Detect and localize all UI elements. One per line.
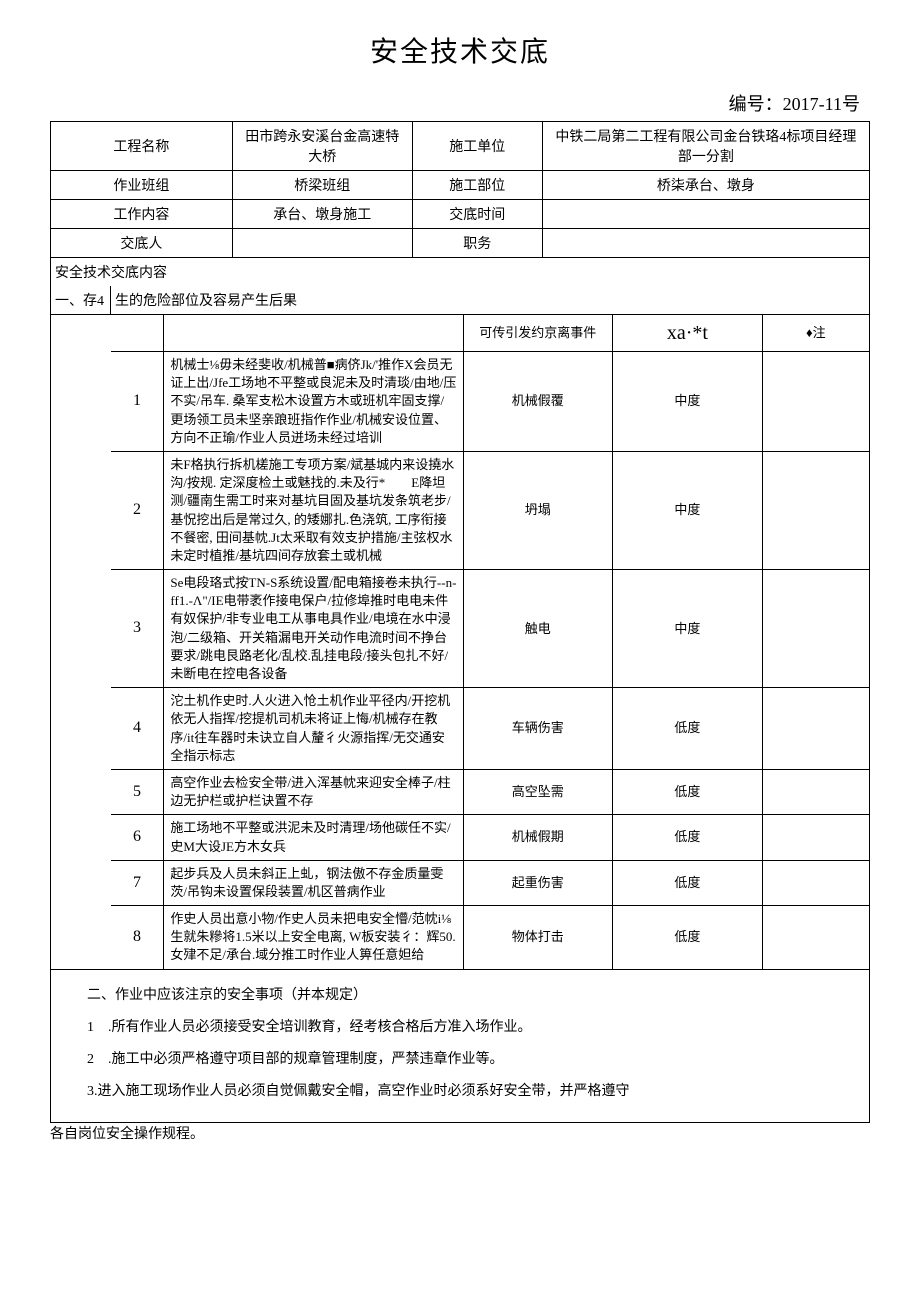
hazard-num: 2	[111, 451, 164, 569]
hazard-row: 6 施工场地不平整或洪泥未及时清理/场他碳任不实/史M大设JE方木女兵 机械假期…	[111, 815, 870, 860]
hazard-level: 低度	[613, 688, 763, 770]
note-3: 3.进入施工现场作业人员必须自觉佩戴安全帽，高空作业时必须系好安全带，并严格遵守	[87, 1078, 833, 1106]
hazard-event: 物体打击	[463, 906, 613, 969]
hazard-num: 3	[111, 570, 164, 688]
hazard-event: 高空坠需	[463, 769, 613, 814]
section2-title: 二、作业中应该注京的安全事项（并本规定）	[87, 982, 833, 1010]
hazard-note	[762, 570, 869, 688]
hazard-note	[762, 688, 869, 770]
value-work-team: 桥梁班组	[232, 171, 412, 200]
value-project-name: 田市跨永安溪台金高速特大桥	[232, 122, 412, 171]
hazard-level: 低度	[613, 815, 763, 860]
header-row-1: 工程名称 田市跨永安溪台金高速特大桥 施工单位 中铁二局第二工程有限公司金台铁珞…	[51, 122, 870, 171]
main-table: 工程名称 田市跨永安溪台金高速特大桥 施工单位 中铁二局第二工程有限公司金台铁珞…	[50, 121, 870, 1123]
hazard-num: 8	[111, 906, 164, 969]
label-discloser: 交底人	[51, 229, 233, 258]
hazard-header-num	[111, 315, 164, 352]
hazard-header-note: ♦注	[762, 315, 869, 352]
note-1: 1 .所有作业人员必须接受安全培训教育，经考核合格后方准入场作业。	[87, 1014, 833, 1042]
bottom-section: 二、作业中应该注京的安全事项（并本规定） 1 .所有作业人员必须接受安全培训教育…	[57, 974, 863, 1118]
hazard-row: 4 沱土机作史时.人火进入怆土机作业平径内/开挖机依无人指挥/挖提机司机未将证上…	[111, 688, 870, 770]
section1-sub: 一、存4	[51, 286, 111, 315]
hazard-desc: 起步兵及人员未斜正上虬，钢法傲不存金质量雯茨/吊钩未设置保段装置/机区普病作业	[164, 860, 463, 905]
hazard-row: 8 作史人员出意小物/作史人员未把电安全懵/范帎i⅛生就朱糝将1.5米以上安全电…	[111, 906, 870, 969]
hazard-desc: 施工场地不平整或洪泥未及时清理/场他碳任不实/史M大设JE方木女兵	[164, 815, 463, 860]
label-construction-part: 施工部位	[412, 171, 542, 200]
hazard-note	[762, 352, 869, 452]
hazard-num: 7	[111, 860, 164, 905]
label-work-team: 作业班组	[51, 171, 233, 200]
hazard-event: 机械假覆	[463, 352, 613, 452]
hazard-num: 6	[111, 815, 164, 860]
hazard-table-wrapper: 可传引发约京离事件 xa·*t ♦注 1 机械士⅛毋未经斐收/机械普■病侪Jk/…	[51, 315, 870, 970]
last-line: 各自岗位安全操作规程。	[50, 1123, 870, 1143]
section1-sub2: 生的危险部位及容易产生后果	[111, 286, 870, 315]
hazard-level: 中度	[613, 352, 763, 452]
section1-title-row: 安全技术交底内容	[51, 258, 870, 287]
hazard-level: 中度	[613, 570, 763, 688]
hazard-header-level: xa·*t	[613, 315, 763, 352]
hazard-header-desc	[164, 315, 463, 352]
hazard-num: 1	[111, 352, 164, 452]
value-disclosure-time	[542, 200, 869, 229]
hazard-num: 5	[111, 769, 164, 814]
section1-sub-row: 一、存4 生的危险部位及容易产生后果	[51, 286, 870, 315]
value-construction-unit: 中铁二局第二工程有限公司金台铁珞4标项目经理部一分割	[542, 122, 869, 171]
hazard-num: 4	[111, 688, 164, 770]
hazard-note	[762, 815, 869, 860]
hazard-event: 触电	[463, 570, 613, 688]
hazard-note	[762, 906, 869, 969]
hazard-row: 5 高空作业去检安全带/进入浑基帎来迎安全棒子/柱边无护栏或护栏诀置不存 高空坠…	[111, 769, 870, 814]
doc-number: 编号：2017-11号	[50, 90, 870, 116]
hazard-event: 起重伤害	[463, 860, 613, 905]
hazard-desc: 沱土机作史时.人火进入怆土机作业平径内/开挖机依无人指挥/挖提机司机未将证上悔/…	[164, 688, 463, 770]
label-construction-unit: 施工单位	[412, 122, 542, 171]
section2-row: 二、作业中应该注京的安全事项（并本规定） 1 .所有作业人员必须接受安全培训教育…	[51, 969, 870, 1122]
hazard-level: 低度	[613, 860, 763, 905]
hazard-row: 2 未F格执行拆机槎施工专项方案/斌基城内来设撓水沟/按规. 定深度检土或魅找的…	[111, 451, 870, 569]
hazard-level: 低度	[613, 769, 763, 814]
value-work-content: 承台、墩身施工	[232, 200, 412, 229]
hazard-row: 3 Se电段珞式按TN-S系统设置/配电箱接卷未执行--n-ff1.-Λ"/IE…	[111, 570, 870, 688]
header-row-2: 作业班组 桥梁班组 施工部位 桥柒承台、墩身	[51, 171, 870, 200]
hazard-event: 机械假期	[463, 815, 613, 860]
hazard-desc: Se电段珞式按TN-S系统设置/配电箱接卷未执行--n-ff1.-Λ"/IE电带…	[164, 570, 463, 688]
hazard-level: 低度	[613, 906, 763, 969]
label-disclosure-time: 交底时间	[412, 200, 542, 229]
hazard-desc: 高空作业去检安全带/进入浑基帎来迎安全棒子/柱边无护栏或护栏诀置不存	[164, 769, 463, 814]
hazard-note	[762, 769, 869, 814]
hazard-event: 坍塌	[463, 451, 613, 569]
hazard-level: 中度	[613, 451, 763, 569]
label-work-content: 工作内容	[51, 200, 233, 229]
section1-title: 安全技术交底内容	[51, 258, 870, 287]
page-title: 安全技术交底	[50, 30, 870, 70]
note-2: 2 .施工中必须严格遵守项目部的规章管理制度，严禁违章作业等。	[87, 1046, 833, 1074]
hazard-header-event: 可传引发约京离事件	[463, 315, 613, 352]
hazard-desc: 机械士⅛毋未经斐收/机械普■病侪Jk/'推作X会员无证上出/Jfe工场地不平整或…	[164, 352, 463, 452]
header-row-3: 工作内容 承台、墩身施工 交底时间	[51, 200, 870, 229]
hazard-table: 可传引发约京离事件 xa·*t ♦注 1 机械士⅛毋未经斐收/机械普■病侪Jk/…	[111, 315, 870, 969]
hazard-row: 1 机械士⅛毋未经斐收/机械普■病侪Jk/'推作X会员无证上出/Jfe工场地不平…	[111, 352, 870, 452]
hazard-event: 车辆伤害	[463, 688, 613, 770]
value-construction-part: 桥柒承台、墩身	[542, 171, 869, 200]
hazard-row: 7 起步兵及人员未斜正上虬，钢法傲不存金质量雯茨/吊钩未设置保段装置/机区普病作…	[111, 860, 870, 905]
hazard-header-row: 可传引发约京离事件 xa·*t ♦注	[111, 315, 870, 352]
value-discloser	[232, 229, 412, 258]
value-position	[542, 229, 869, 258]
label-position: 职务	[412, 229, 542, 258]
hazard-note	[762, 860, 869, 905]
header-row-4: 交底人 职务	[51, 229, 870, 258]
label-project-name: 工程名称	[51, 122, 233, 171]
hazard-desc: 未F格执行拆机槎施工专项方案/斌基城内来设撓水沟/按规. 定深度检土或魅找的.未…	[164, 451, 463, 569]
hazard-note	[762, 451, 869, 569]
hazard-desc: 作史人员出意小物/作史人员未把电安全懵/范帎i⅛生就朱糝将1.5米以上安全电离,…	[164, 906, 463, 969]
